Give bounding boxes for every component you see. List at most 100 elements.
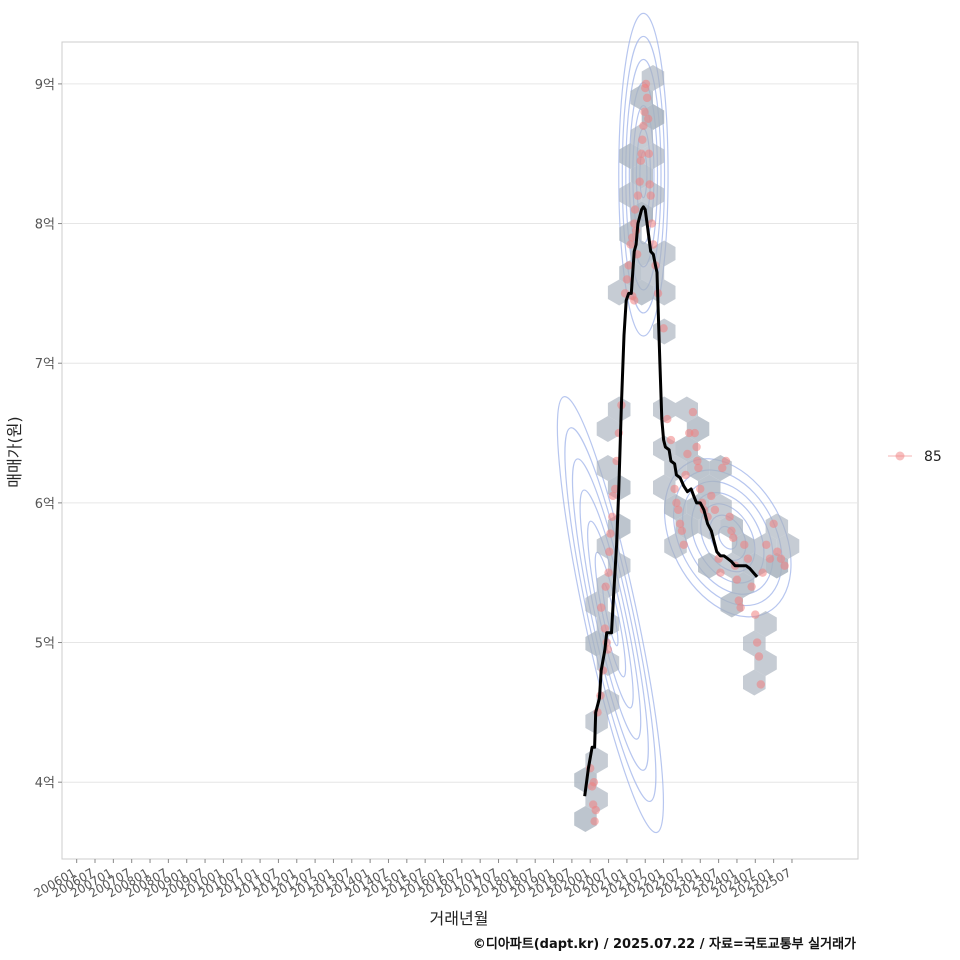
hexbin-cell — [596, 533, 620, 559]
data-point — [693, 456, 702, 466]
data-point — [636, 156, 646, 165]
data-point — [780, 561, 789, 570]
data-point — [679, 540, 688, 549]
data-point — [729, 533, 738, 542]
data-point — [688, 407, 698, 417]
data-point — [590, 817, 599, 826]
hexbin-cell — [574, 806, 597, 832]
hexbin-cell — [653, 474, 676, 501]
plot-panel — [61, 41, 859, 860]
scatter-points — [586, 79, 789, 826]
data-point — [663, 414, 672, 424]
data-point — [727, 526, 736, 536]
data-point — [600, 624, 610, 633]
data-point — [659, 324, 668, 333]
data-point — [758, 568, 767, 577]
data-point — [635, 177, 644, 186]
hexbin-cell — [641, 143, 665, 169]
hexbin-cell — [596, 416, 620, 442]
data-point — [604, 568, 613, 577]
data-point — [769, 519, 778, 529]
data-point — [622, 275, 632, 284]
data-point — [639, 121, 648, 130]
data-point — [591, 805, 600, 815]
data-point — [692, 442, 701, 452]
hexbin-cell — [585, 630, 608, 657]
data-point — [606, 529, 615, 538]
hexbin-cell — [776, 533, 800, 559]
data-point — [597, 603, 606, 612]
data-point — [725, 512, 734, 522]
density-contour — [571, 458, 649, 771]
data-point — [756, 680, 765, 689]
trend-line-layer — [583, 205, 759, 797]
data-point — [765, 554, 775, 563]
density-contour — [564, 427, 657, 803]
hexbin-cell — [664, 533, 687, 559]
data-point — [754, 652, 764, 661]
y-tick-label: 8억 — [35, 218, 55, 233]
data-point — [589, 777, 599, 787]
hexbin-cell — [653, 240, 676, 267]
data-point — [716, 568, 725, 577]
hexbin-cell — [619, 182, 642, 208]
data-point — [681, 470, 690, 480]
data-point — [646, 191, 655, 200]
y-tick-label: 4억 — [35, 776, 55, 791]
hexbin-cell — [619, 143, 642, 169]
data-point — [645, 180, 654, 189]
data-point — [647, 219, 657, 228]
data-point — [694, 463, 703, 473]
hexbin-cell — [720, 513, 743, 540]
data-point — [666, 435, 676, 445]
hexbin-cell — [607, 279, 631, 306]
y-tick-label: 5억 — [35, 637, 55, 652]
data-point — [683, 449, 692, 459]
data-point — [707, 491, 716, 501]
data-point — [630, 205, 640, 214]
data-point — [642, 93, 652, 103]
data-point — [710, 505, 720, 515]
data-point — [690, 428, 699, 438]
x-axis-title: 거래년월 — [430, 909, 489, 928]
data-point — [718, 463, 727, 473]
data-point — [762, 540, 771, 549]
y-axis: 4억 5억 6억 7억 8억 9억 — [35, 78, 62, 791]
data-point — [732, 575, 742, 584]
data-point — [747, 582, 756, 591]
data-point — [633, 191, 643, 200]
data-point — [643, 114, 653, 124]
data-point — [608, 491, 618, 501]
data-point — [605, 547, 614, 556]
data-point — [672, 498, 681, 508]
data-point — [740, 540, 749, 549]
y-tick-label: 9억 — [35, 78, 55, 93]
data-point — [637, 149, 646, 158]
data-point — [751, 610, 760, 619]
data-point — [628, 233, 637, 242]
y-tick-label: 7억 — [35, 357, 55, 372]
data-point — [721, 456, 731, 466]
data-point — [734, 596, 743, 605]
trend-line — [583, 205, 759, 797]
data-point — [677, 526, 687, 536]
hexbin-cell — [754, 611, 777, 637]
density-contour — [579, 489, 642, 740]
hexbin-cell — [675, 435, 698, 462]
data-point — [640, 107, 649, 117]
data-point — [675, 519, 685, 529]
density-contour — [621, 35, 666, 314]
density-contour — [618, 12, 669, 337]
data-point — [776, 554, 786, 563]
data-point — [674, 505, 683, 515]
data-point — [743, 554, 753, 563]
data-point — [644, 149, 654, 158]
caption: ©디아파트(dapt.kr) / 2025.07.22 / 자료=국토교통부 실… — [473, 936, 856, 952]
y-axis-title: 매매가(원) — [5, 416, 24, 487]
legend: 85 — [888, 449, 942, 465]
legend-label: 85 — [924, 449, 942, 465]
density-contour — [556, 396, 665, 834]
data-point — [696, 484, 705, 494]
y-tick-label: 6억 — [35, 497, 55, 512]
